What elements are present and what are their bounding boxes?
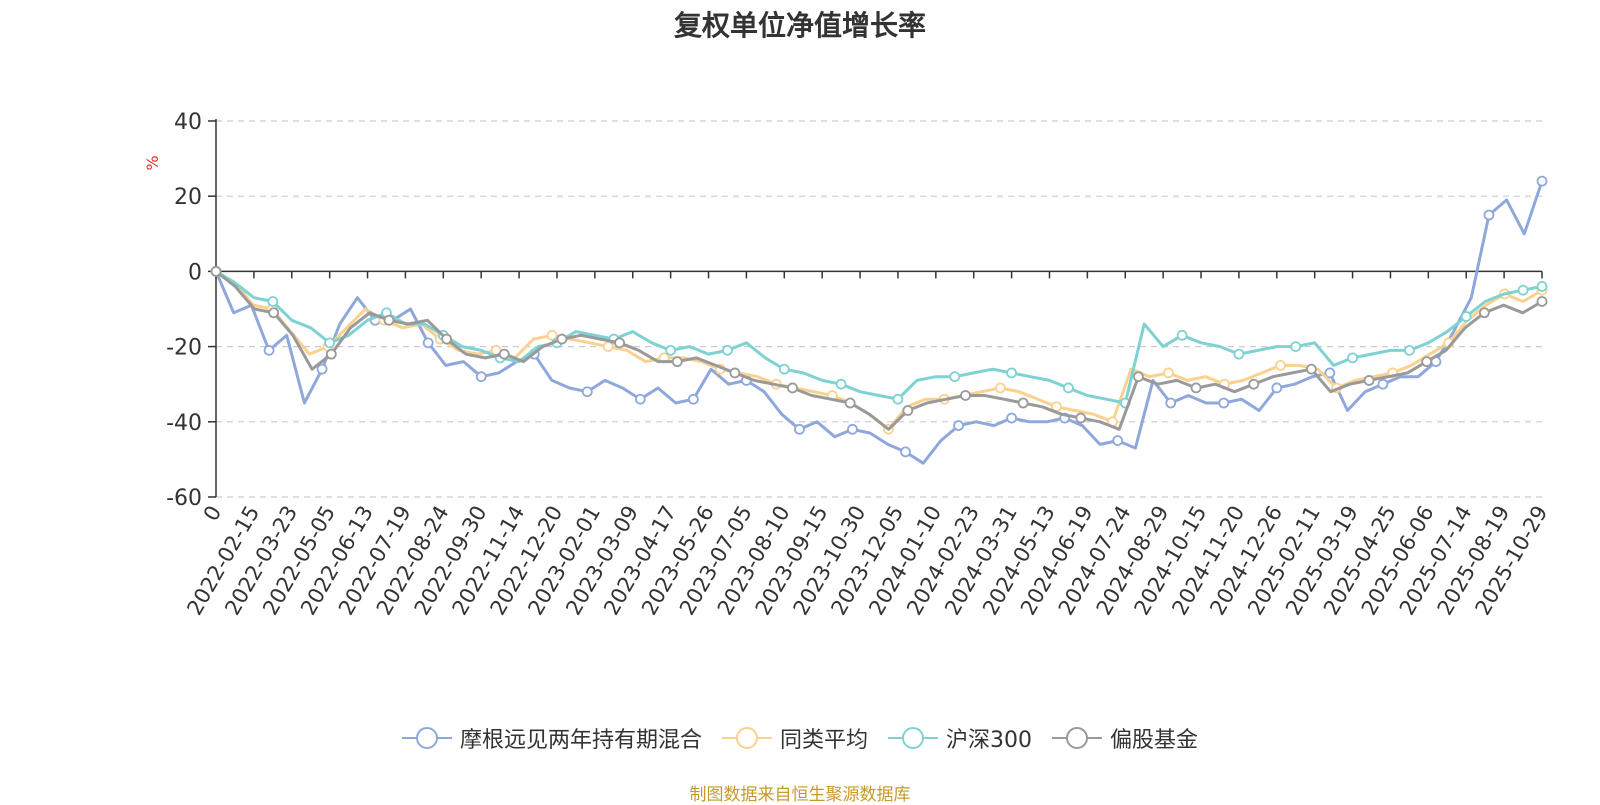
y-tick-label: 40 <box>174 110 202 135</box>
data-point-2 <box>1290 341 1302 353</box>
y-tick-label: -20 <box>166 336 202 361</box>
data-point-3 <box>268 307 280 319</box>
data-point-2 <box>1006 367 1017 379</box>
data-point-3 <box>210 265 222 277</box>
data-point-3 <box>1421 356 1433 368</box>
legend: 摩根远见两年持有期混合 同类平均 沪深300 偏股基金 <box>0 722 1600 754</box>
series-line-3 <box>215 270 1543 431</box>
data-point-2 <box>778 363 790 375</box>
data-point-0 <box>1483 209 1495 221</box>
legend-label: 摩根远见两年持有期混合 <box>459 728 702 753</box>
data-point-0 <box>847 423 858 435</box>
data-point-0 <box>422 337 434 349</box>
legend-item-series-0[interactable]: 摩根远见两年持有期混合 <box>401 722 702 754</box>
data-point-3 <box>383 314 395 326</box>
line-chart: 40200-20-40-60%02022-02-152022-03-232022… <box>143 110 1552 619</box>
data-point-3 <box>614 337 625 349</box>
data-point-0 <box>1324 367 1336 379</box>
legend-label: 沪深300 <box>946 728 1032 753</box>
data-point-1 <box>1275 359 1286 371</box>
data-point-3 <box>441 333 453 345</box>
data-point-0 <box>900 446 911 458</box>
x-tick-label: 0 <box>199 502 226 526</box>
data-point-0 <box>316 363 328 375</box>
data-point-3 <box>960 390 971 401</box>
data-point-0 <box>263 344 275 356</box>
data-point-3 <box>729 367 741 379</box>
data-point-2 <box>1233 348 1245 360</box>
legend-marker-icon <box>888 727 938 749</box>
data-point-3 <box>1133 371 1144 383</box>
data-point-0 <box>634 393 646 405</box>
legend-item-series-3[interactable]: 偏股基金 <box>1052 722 1198 754</box>
data-point-2 <box>892 393 904 405</box>
data-point-0 <box>1165 397 1177 409</box>
data-point-0 <box>581 386 593 398</box>
data-point-2 <box>1517 284 1529 296</box>
series-line-2 <box>215 270 1543 405</box>
data-point-1 <box>994 382 1006 394</box>
data-point-0 <box>953 420 964 431</box>
data-point-2 <box>1176 329 1188 341</box>
data-point-3 <box>556 333 568 345</box>
legend-marker-icon <box>1052 727 1102 749</box>
data-point-3 <box>787 382 798 394</box>
y-axis-label: % <box>143 155 162 170</box>
legend-item-series-1[interactable]: 同类平均 <box>721 722 868 754</box>
data-point-2 <box>1347 352 1358 364</box>
data-point-2 <box>267 296 279 307</box>
series-line-0 <box>214 180 1544 465</box>
data-point-3 <box>1478 307 1490 319</box>
series-line-1 <box>215 270 1543 431</box>
data-point-1 <box>546 329 558 341</box>
data-point-2 <box>1404 344 1415 356</box>
legend-label: 同类平均 <box>779 728 868 753</box>
data-point-0 <box>1377 378 1389 390</box>
data-point-3 <box>1536 296 1548 307</box>
data-point-0 <box>1218 397 1230 409</box>
data-point-3 <box>1248 378 1260 390</box>
data-point-3 <box>1017 397 1029 409</box>
data-point-3 <box>1305 363 1317 375</box>
legend-marker-icon <box>721 727 772 749</box>
data-point-3 <box>844 397 856 409</box>
y-tick-label: 20 <box>174 185 202 210</box>
data-point-0 <box>1112 435 1124 447</box>
data-point-3 <box>902 405 914 416</box>
data-point-0 <box>1006 412 1017 424</box>
chart-title: 复权单位净值增长率 <box>673 9 926 42</box>
data-point-0 <box>1536 175 1548 187</box>
data-point-2 <box>722 344 733 356</box>
data-point-2 <box>1460 311 1472 322</box>
data-point-0 <box>687 393 699 405</box>
data-point-1 <box>1163 367 1174 379</box>
data-point-2 <box>949 371 961 383</box>
data-point-3 <box>498 348 510 360</box>
legend-item-series-2[interactable]: 沪深300 <box>888 722 1032 754</box>
data-point-2 <box>1063 382 1074 394</box>
data-point-2 <box>1536 281 1548 292</box>
data-point-3 <box>325 348 337 360</box>
y-tick-label: -40 <box>166 411 202 436</box>
legend-label: 偏股基金 <box>1110 728 1199 753</box>
data-point-0 <box>794 423 805 435</box>
legend-marker-icon <box>401 727 452 749</box>
data-point-3 <box>1190 382 1202 394</box>
data-point-2 <box>665 344 677 356</box>
y-tick-label: 0 <box>188 260 202 285</box>
data-point-3 <box>1075 412 1087 424</box>
data-point-2 <box>324 337 336 349</box>
data-point-0 <box>475 371 487 383</box>
data-source-note: 制图数据来自恒生聚源数据库 <box>689 785 911 805</box>
data-point-3 <box>1363 375 1375 386</box>
y-tick-label: -60 <box>166 486 202 511</box>
data-point-2 <box>835 378 847 390</box>
data-point-3 <box>671 356 683 368</box>
data-point-0 <box>1271 382 1283 394</box>
